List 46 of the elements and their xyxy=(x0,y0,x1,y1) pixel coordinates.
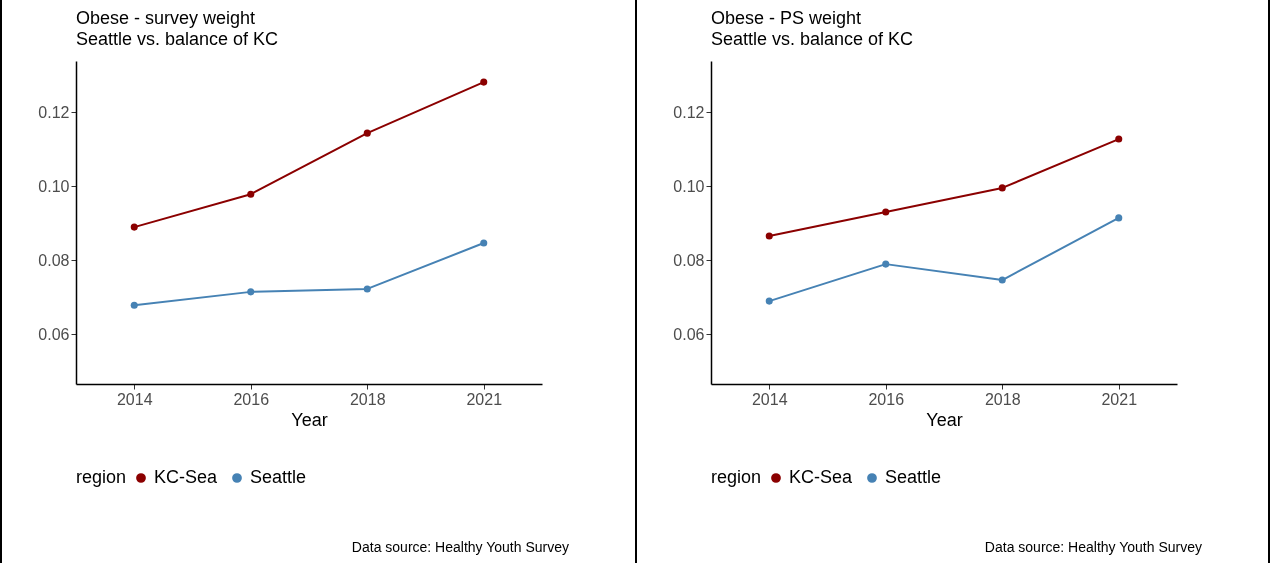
x-tick-label: 2018 xyxy=(984,390,1021,408)
chart-subtitle: Seattle vs. balance of KC xyxy=(711,29,914,49)
source-note: Data source: Healthy Youth Survey xyxy=(984,539,1202,555)
y-tick-label: 0.12 xyxy=(673,103,705,121)
x-tick-label: 2014 xyxy=(751,390,788,408)
point xyxy=(998,184,1006,192)
y-tick-label: 0.06 xyxy=(38,325,70,343)
point xyxy=(1115,135,1123,143)
x-axis-title: Year xyxy=(291,409,328,430)
point xyxy=(765,232,773,240)
legend-label: KC-Sea xyxy=(789,467,854,487)
y-tick-label: 0.10 xyxy=(673,177,705,195)
legend-label: KC-Sea xyxy=(154,467,219,487)
point xyxy=(363,129,371,137)
x-tick-label: 2021 xyxy=(1101,390,1138,408)
point xyxy=(882,208,890,216)
legend-label: Seattle xyxy=(885,467,942,487)
point xyxy=(998,276,1006,284)
chart-title: Obese - PS weight xyxy=(711,8,862,28)
point xyxy=(363,285,371,293)
chart-subtitle: Seattle vs. balance of KC xyxy=(76,29,279,49)
x-axis-title: Year xyxy=(926,409,963,430)
legend-label: Seattle xyxy=(250,467,307,487)
legend-title: region xyxy=(76,467,127,487)
point xyxy=(1115,214,1123,222)
point xyxy=(247,190,255,198)
y-tick-label: 0.12 xyxy=(38,103,70,121)
y-tick-label: 0.06 xyxy=(673,325,705,343)
x-tick-label: 2014 xyxy=(116,390,153,408)
x-tick-label: 2018 xyxy=(349,390,386,408)
point xyxy=(765,297,773,305)
x-tick-label: 2016 xyxy=(868,390,905,408)
y-tick-label: 0.08 xyxy=(38,251,70,269)
point xyxy=(480,78,488,86)
legend-title: region xyxy=(711,467,762,487)
point xyxy=(130,223,138,231)
y-tick-label: 0.08 xyxy=(673,251,705,269)
source-note: Data source: Healthy Youth Survey xyxy=(351,539,569,555)
point xyxy=(130,301,138,309)
point xyxy=(480,239,488,247)
point xyxy=(247,288,255,296)
chart-title: Obese - survey weight xyxy=(76,8,256,28)
y-tick-label: 0.10 xyxy=(38,177,70,195)
x-tick-label: 2016 xyxy=(233,390,270,408)
point xyxy=(882,260,890,268)
x-tick-label: 2021 xyxy=(466,390,503,408)
